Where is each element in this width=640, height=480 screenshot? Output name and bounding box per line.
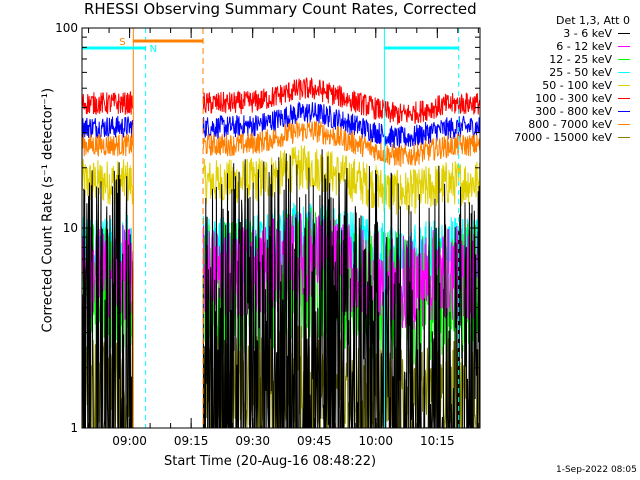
legend-swatch — [618, 33, 630, 34]
legend-item: 50 - 100 keV — [514, 79, 630, 92]
legend-swatch — [618, 111, 630, 112]
x-tick-label: 09:15 — [174, 434, 209, 448]
legend-swatch — [618, 85, 630, 86]
y-tick-label: 10 — [63, 221, 78, 235]
x-tick-label: 09:00 — [112, 434, 147, 448]
legend-swatch — [618, 124, 630, 125]
x-axis-label: Start Time (20-Aug-16 08:48:22) — [164, 454, 377, 469]
legend-label: 25 - 50 keV — [549, 66, 612, 79]
legend-label: 3 - 6 keV — [563, 27, 612, 40]
legend-item: 100 - 300 keV — [514, 92, 630, 105]
x-tick-label: 10:00 — [358, 434, 393, 448]
legend-label: 7000 - 15000 keV — [514, 131, 612, 144]
legend-item: 25 - 50 keV — [514, 66, 630, 79]
series-line-6 — [81, 101, 481, 149]
series-line-7 — [81, 119, 481, 167]
y-tick-label: 100 — [55, 21, 78, 35]
x-tick-label: 09:30 — [235, 434, 270, 448]
legend-swatch — [618, 59, 630, 60]
x-tick-label: 09:45 — [297, 434, 332, 448]
series-line-4 — [81, 145, 481, 215]
saa-label: S — [119, 37, 125, 48]
y-axis-label: Corrected Count Rate (s⁻¹ detector⁻¹) — [40, 87, 56, 333]
legend-swatch — [618, 72, 630, 73]
legend-item: 7000 - 15000 keV — [514, 131, 630, 144]
legend-header-text: Det 1,3, Att 0 — [556, 14, 630, 27]
legend-swatch — [618, 98, 630, 99]
legend-label: 6 - 12 keV — [556, 40, 612, 53]
legend: Det 1,3, Att 0 3 - 6 keV 6 - 12 keV 12 - 2… — [514, 14, 630, 144]
legend-label: 50 - 100 keV — [542, 79, 612, 92]
legend-swatch — [618, 137, 630, 138]
legend-header: Det 1,3, Att 0 — [514, 14, 630, 27]
chart-title: RHESSI Observing Summary Count Rates, Co… — [84, 0, 477, 18]
timestamp: 1-Sep-2022 08:05 — [556, 465, 637, 475]
legend-swatch — [618, 46, 630, 47]
x-tick-label: 10:15 — [420, 434, 455, 448]
y-tick-label: 1 — [70, 421, 78, 435]
legend-label: 800 - 7000 keV — [528, 118, 612, 131]
legend-label: 100 - 300 keV — [535, 92, 612, 105]
legend-item: 300 - 800 keV — [514, 105, 630, 118]
legend-label: 12 - 25 keV — [549, 53, 612, 66]
night-label: N — [150, 44, 157, 55]
legend-item: 12 - 25 keV — [514, 53, 630, 66]
legend-label: 300 - 800 keV — [535, 105, 612, 118]
series-line-5 — [81, 76, 481, 125]
legend-item: 3 - 6 keV — [514, 27, 630, 40]
legend-item: 6 - 12 keV — [514, 40, 630, 53]
legend-item: 800 - 7000 keV — [514, 118, 630, 131]
